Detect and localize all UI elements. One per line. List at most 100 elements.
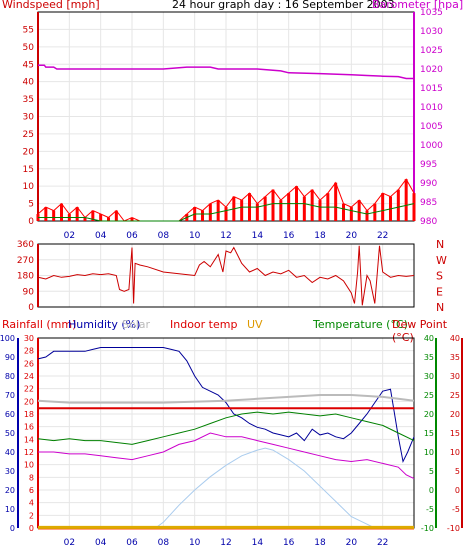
dew-tick-label: 25 [450,391,460,400]
dew-tick-label: 30 [450,372,460,381]
x-tick-label: 18 [314,538,326,548]
x-tick-label: 20 [346,538,358,548]
series-wind-base [38,203,415,222]
rain-tick-label: 8 [29,473,34,482]
dew-tick-label: -5 [452,505,460,514]
rain-tick-label: 4 [29,499,34,508]
dew-tick-label: 10 [450,448,460,457]
temp-tick-label: 20 [424,410,434,419]
series-temperature [37,411,415,445]
dew-tick-label: -10 [447,524,460,533]
x-tick-label: 22 [377,538,388,548]
left-tick-label: 50 [23,43,35,53]
x-tick-label: 10 [189,231,201,241]
left-tick-label: 40 [23,78,35,88]
rain-tick-label: 10 [24,461,34,470]
humidity-label: Humidity (%) [68,318,141,331]
x-tick-label: 18 [314,231,326,241]
dir-tick-label: 90 [23,287,35,297]
right-tick-label: 985 [420,198,437,208]
compass-label: N [436,238,444,251]
x-tick-label: 12 [220,231,231,241]
rain-tick-label: 18 [24,410,34,419]
rain-tick-label: 0 [29,524,34,533]
right-tick-label: 1010 [420,103,443,113]
uv-label: UV [247,318,263,331]
x-tick-label: 14 [252,231,264,241]
humidity-tick-label: 80 [5,372,15,381]
x-tick-label: 08 [158,538,170,548]
rain-tick-label: 14 [24,435,34,444]
compass-label: W [436,254,447,267]
temp-tick-label: 35 [424,353,434,362]
right-tick-label: 1015 [420,84,443,94]
temp-tick-label: 25 [424,391,434,400]
x-tick-label: 02 [64,538,75,548]
x-tick-label: 12 [220,538,231,548]
temp-tick-label: 15 [424,429,434,438]
left-tick-label: 15 [23,165,34,175]
x-tick-label: 14 [252,538,264,548]
x-tick-label: 04 [95,538,107,548]
rain-tick-label: 6 [29,486,34,495]
humidity-tick-label: 40 [5,448,15,457]
left-tick-label: 10 [23,182,35,192]
right-tick-label: 1035 [420,8,443,18]
chart-title: 24 hour graph day : 16 September 2003 [172,0,395,11]
temp-tick-label: -10 [421,524,434,533]
rain-tick-label: 16 [24,423,34,432]
temp-tick-label: -5 [426,505,434,514]
dir-tick-label: 270 [17,256,34,266]
left-tick-label: 0 [28,217,34,227]
barometer-label: Barometer [hpa] [372,0,464,11]
temp-tick-label: 30 [424,372,434,381]
humidity-tick-label: 0 [10,524,15,533]
windspeed-label: Windspeed [mph] [2,0,100,11]
dew-tick-label: 5 [455,467,460,476]
humidity-tick-label: 100 [0,334,15,343]
humidity-tick-label: 50 [5,429,15,438]
dir-tick-label: 360 [17,240,34,250]
right-tick-label: 1005 [420,122,443,132]
x-tick-label: 04 [95,231,107,241]
rainfall-label: Rainfall (mm) [2,318,77,331]
dew-tick-label: 40 [450,334,460,343]
series-solar [38,447,414,529]
x-tick-label: 06 [126,231,138,241]
x-tick-label: 10 [189,538,201,548]
rain-tick-label: 2 [29,511,34,520]
series-wind-direction [37,245,415,306]
indoor-label: Indoor temp [170,318,238,331]
left-tick-label: 20 [23,147,35,157]
left-tick-label: 35 [23,95,34,105]
humidity-tick-label: 10 [5,505,15,514]
x-tick-label: 16 [283,538,295,548]
compass-label: S [436,270,443,283]
right-tick-label: 1025 [420,46,443,56]
x-tick-label: 06 [126,538,138,548]
rain-tick-label: 12 [24,448,34,457]
right-tick-label: 1030 [420,27,443,37]
right-tick-label: 980 [420,217,437,227]
compass-label: E [436,285,443,298]
rain-tick-label: 22 [24,385,34,394]
humidity-tick-label: 30 [5,467,15,476]
temp-tick-label: 40 [424,334,434,343]
dir-tick-label: 0 [28,303,34,313]
rain-tick-label: 26 [24,359,34,368]
x-tick-label: 16 [283,231,295,241]
x-tick-label: 20 [346,231,358,241]
right-tick-label: 1000 [420,141,443,151]
rain-tick-label: 20 [24,397,34,406]
series-indoor-upper [37,394,415,404]
left-tick-label: 45 [23,60,34,70]
left-tick-label: 25 [23,130,34,140]
dew-tick-label: 35 [450,353,460,362]
series-humidity [37,347,415,464]
left-tick-label: 30 [23,113,35,123]
temp-tick-label: 10 [424,448,434,457]
solar-label: Solar [122,318,151,331]
x-tick-label: 22 [377,231,388,241]
